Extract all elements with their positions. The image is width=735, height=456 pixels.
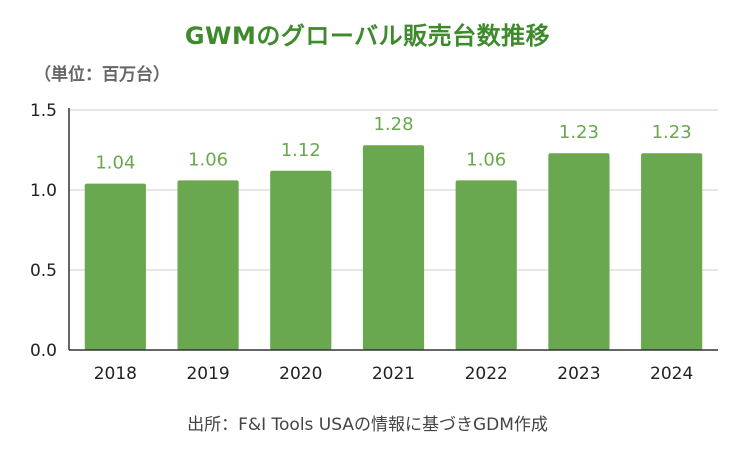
bar-2019	[177, 180, 239, 350]
data-label: 1.23	[652, 122, 692, 143]
bar-2020	[270, 170, 332, 350]
data-label: 1.04	[95, 153, 135, 174]
x-tick-label: 2023	[557, 364, 600, 384]
x-tick-label: 2022	[465, 364, 508, 384]
bar-2024	[641, 153, 703, 350]
x-tick-label: 2020	[279, 364, 322, 384]
chart-title: GWMのグローバル販売台数推移	[184, 22, 551, 50]
x-tick-label: 2021	[372, 364, 415, 384]
bar-chart: 0.0 0.5 1.0 1.5 2018 2019 2020 2021 2022 2023 202…	[30, 101, 718, 384]
x-tick-label: 2018	[94, 364, 137, 384]
data-label: 1.12	[281, 140, 321, 161]
y-tick-label: 1.0	[30, 181, 57, 201]
unit-label: （単位：百万台）	[34, 65, 170, 85]
bars	[84, 145, 703, 350]
data-label: 1.06	[188, 149, 228, 170]
y-tick-labels: 0.0 0.5 1.0 1.5	[30, 101, 57, 361]
data-label: 1.23	[559, 122, 599, 143]
y-tick-label: 0.0	[30, 341, 57, 361]
x-tick-labels: 2018 2019 2020 2021 2022 2023 2024	[94, 364, 694, 384]
data-labels: 1.04 1.06 1.12 1.28 1.06 1.23 1.23	[95, 114, 691, 173]
bar-2023	[548, 153, 610, 350]
data-label: 1.06	[466, 149, 506, 170]
bar-2021	[362, 145, 425, 350]
y-tick-label: 0.5	[30, 261, 57, 281]
y-tick-label: 1.5	[30, 101, 57, 121]
source-note: 出所：F&I Tools USAの情報に基づきGDM作成	[187, 415, 548, 435]
bar-2018	[84, 183, 146, 350]
x-tick-label: 2019	[186, 364, 229, 384]
data-label: 1.28	[373, 114, 413, 135]
bar-2022	[455, 180, 517, 350]
x-tick-label: 2024	[650, 364, 693, 384]
